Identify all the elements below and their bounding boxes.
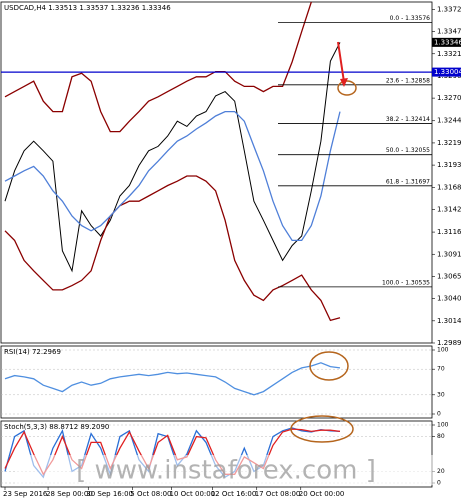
fib-label: 23.6 - 1.32858 (386, 77, 430, 84)
panel-layer (1, 424, 432, 484)
x-tick-label: 28 Sep 00:00 (46, 490, 93, 498)
series-line (4, 427, 341, 479)
fib-label: 0.0 - 1.33576 (390, 15, 431, 22)
y-tick-label: 1.30910 (437, 250, 461, 258)
highlight-circle (337, 80, 357, 96)
y-tick-label: 1.32445 (437, 117, 461, 125)
series-line (4, 428, 341, 476)
y-tick-label: 0 (437, 480, 441, 487)
y-tick-label: 100 (437, 347, 449, 354)
highlight-circle (290, 415, 354, 443)
y-tick-label: 80 (437, 433, 445, 440)
fib-label: 50.0 - 1.32055 (386, 147, 430, 154)
arrow-head (340, 78, 348, 87)
series-line (4, 175, 341, 322)
fib-label: 61.8 - 1.31697 (386, 178, 430, 185)
y-tick-label: 1.29890 (437, 339, 461, 347)
x-tick-label: 20 Oct 00:00 (299, 490, 345, 498)
hline-label: 1.33004 (434, 68, 461, 76)
panel-title: RSI(14) 72.2969 (4, 348, 61, 356)
x-tick-label: 12 Oct 16:00 (211, 490, 257, 498)
fib-label: 38.2 - 1.32414 (386, 116, 430, 123)
rsi-panel (0, 345, 433, 419)
y-tick-label: 30 (437, 391, 445, 398)
y-tick-label: 1.3219 (437, 139, 461, 147)
arrow (337, 41, 345, 83)
main-panel (0, 1, 433, 344)
y-tick-label: 1.33470 (437, 28, 461, 36)
y-tick-label: 1.31935 (437, 161, 461, 169)
x-tick-label: 17 Oct 08:00 (255, 490, 301, 498)
panel-layer (4, 2, 341, 322)
y-tick-label: 1.30400 (437, 295, 461, 303)
y-tick-label: 1.30655 (437, 272, 461, 280)
x-tick-label: 30 Sep 16:00 (86, 490, 133, 498)
panel-title: USDCAD,H4 1.33513 1.33537 1.33236 1.3334… (4, 4, 171, 12)
stoch-panel (0, 420, 433, 488)
x-tick-label: 10 Oct 00:00 (170, 490, 216, 498)
y-tick-label: 1.32705 (437, 94, 461, 102)
y-tick-label: 100 (437, 422, 449, 429)
fib-label: 100.0 - 1.30535 (382, 279, 430, 286)
panel-layer (1, 349, 432, 415)
series-line (4, 110, 341, 242)
series-line (4, 362, 341, 396)
series-line (4, 42, 341, 273)
x-tick-label: 23 Sep 2016 (3, 490, 48, 498)
y-tick-label: 20 (437, 468, 445, 475)
x-tick-label: 5 Oct 08:00 (130, 490, 171, 498)
panel-title: Stoch(5,3,3) 88.8712 89.2090 (4, 423, 109, 431)
y-tick-label: 1.30145 (437, 317, 461, 325)
watermark-box (16, 455, 436, 485)
y-tick-label: 1.31165 (437, 228, 461, 236)
y-tick-label: 1.33215 (437, 50, 461, 58)
current-price: 1.33346 (434, 38, 461, 46)
watermark: [ www.instaforex.com ] (76, 456, 376, 486)
price-tag (432, 37, 461, 47)
y-tick-label: 1.31680 (437, 183, 461, 191)
y-tick-label: 0 (437, 411, 441, 418)
highlight-circle (309, 351, 349, 381)
y-tick-label: 1.33725 (437, 5, 461, 13)
price-tag (432, 67, 461, 77)
series-line (4, 2, 313, 133)
y-tick-label: 1.31425 (437, 205, 461, 213)
y-tick-label: 70 (437, 366, 445, 373)
